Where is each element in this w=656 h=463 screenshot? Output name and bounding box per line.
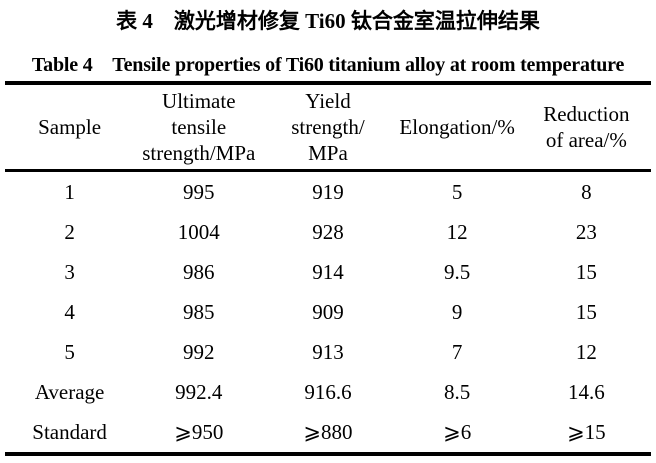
cell-sample: 4 [64, 299, 75, 324]
cell-reduction: 12 [575, 339, 597, 364]
cell-elongation: ⩾6 [443, 419, 472, 444]
table-row-sample-2: 2 1004 928 12 23 [5, 212, 651, 252]
cell-yield: ⩾880 [303, 419, 353, 444]
table-row-standard: Standard ⩾950 ⩾880 ⩾6 ⩾15 [5, 412, 651, 454]
table-row-sample-5: 5 992 913 7 12 [5, 332, 651, 372]
column-header-ultimate-tensile-strength: Ultimate tensile strength/MPa [142, 89, 256, 165]
cell-sample: 2 [64, 219, 75, 244]
cell-uts: 992 [183, 339, 215, 364]
cell-uts: ⩾950 [174, 419, 224, 444]
table-row-sample-3: 3 986 914 9.5 15 [5, 252, 651, 292]
cell-elongation: 12 [446, 219, 468, 244]
cell-elongation: 9.5 [444, 259, 471, 284]
cell-sample: 5 [64, 339, 75, 364]
cell-yield: 916.6 [304, 379, 352, 404]
cell-reduction: 15 [575, 259, 597, 284]
cell-reduction: ⩾15 [567, 419, 606, 444]
column-header-elongation: Elongation/% [399, 115, 515, 139]
cell-reduction: 15 [575, 299, 597, 324]
cell-yield: 928 [312, 219, 344, 244]
cell-reduction: 23 [575, 219, 597, 244]
cell-yield: 909 [312, 299, 344, 324]
column-header-sample: Sample [38, 115, 102, 139]
cell-reduction: 14.6 [568, 379, 605, 404]
table-row-sample-1: 1 995 919 5 8 [5, 171, 651, 213]
cell-elongation: 5 [451, 179, 463, 204]
cell-sample: Standard [32, 419, 107, 444]
cell-uts: 995 [183, 179, 215, 204]
cell-uts: 986 [183, 259, 215, 284]
cell-sample: 1 [64, 179, 75, 204]
cell-elongation: 9 [451, 299, 463, 324]
column-header-yield-strength: Yield strength/ MPa [291, 89, 365, 165]
cell-sample: Average [34, 379, 105, 404]
cell-uts: 992.4 [175, 379, 223, 404]
cell-yield: 919 [312, 179, 344, 204]
cell-uts: 1004 [177, 219, 220, 244]
cell-elongation: 7 [451, 339, 463, 364]
tensile-properties-table: Sample Ultimate tensile strength/MPa Yie… [5, 81, 651, 456]
cell-uts: 985 [183, 299, 215, 324]
cell-yield: 913 [312, 339, 344, 364]
table-caption-en: Table 4 Tensile properties of Ti60 titan… [31, 54, 625, 76]
cell-sample: 3 [64, 259, 75, 284]
column-header-reduction-of-area: Reduction of area/% [543, 102, 630, 152]
cell-yield: 914 [312, 259, 344, 284]
table-row-average: Average 992.4 916.6 8.5 14.6 [5, 372, 651, 412]
cell-elongation: 8.5 [444, 379, 471, 404]
table-caption-zh: 表 4 激光增材修复 Ti60 钛合金室温拉伸结果 [116, 9, 540, 33]
table-row-sample-4: 4 985 909 9 15 [5, 292, 651, 332]
header-row: Sample Ultimate tensile strength/MPa Yie… [5, 83, 651, 171]
cell-reduction: 8 [581, 179, 592, 204]
